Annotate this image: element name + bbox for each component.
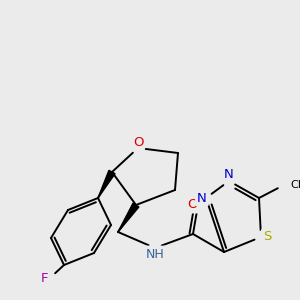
- Text: CH₃: CH₃: [290, 180, 300, 190]
- Text: S: S: [263, 230, 271, 244]
- Text: N: N: [197, 191, 207, 205]
- Text: O: O: [133, 136, 143, 148]
- Polygon shape: [118, 203, 139, 232]
- Polygon shape: [98, 170, 115, 198]
- Text: O: O: [187, 199, 197, 212]
- Text: F: F: [40, 272, 48, 284]
- Text: NH: NH: [146, 248, 164, 260]
- Text: N: N: [224, 169, 234, 182]
